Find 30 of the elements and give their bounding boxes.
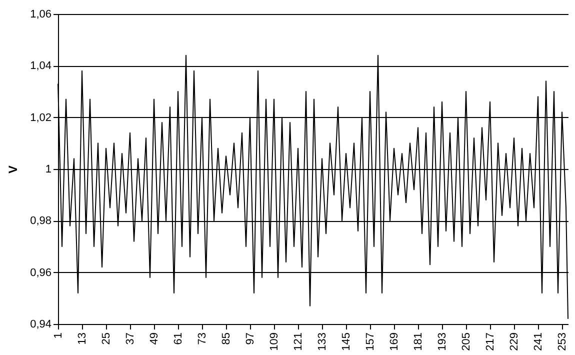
x-tick-label: 49	[148, 332, 160, 345]
x-tick-label: 37	[124, 332, 136, 345]
x-tick-label: 145	[340, 332, 352, 351]
y-tick-label: 1,06	[30, 8, 52, 20]
y-tick-label: 1	[45, 164, 52, 176]
x-tick-label: 25	[100, 332, 112, 345]
x-tick-label: 133	[316, 332, 328, 351]
x-tick-label: 13	[76, 332, 88, 345]
y-tick-label: 1,02	[30, 112, 52, 124]
x-tick-label: 97	[244, 332, 256, 345]
x-tick-label: 61	[172, 332, 184, 345]
x-tick-label: 109	[268, 332, 280, 351]
y-tick-label: 0,98	[30, 215, 52, 228]
y-tick-label: 0,94	[30, 318, 52, 330]
x-tick-label: 1	[52, 332, 64, 339]
x-tick-label: 73	[196, 332, 208, 345]
x-tick-label: 169	[388, 332, 400, 351]
x-tick-label: 121	[292, 332, 304, 351]
y-tick-label: 1,04	[30, 60, 52, 72]
x-tick-label: 85	[220, 332, 232, 345]
y-axis-title: V	[6, 165, 20, 174]
x-tick-label: 253	[556, 332, 568, 351]
y-tick-label: 0,96	[30, 266, 52, 279]
x-tick-label: 217	[484, 332, 496, 351]
x-tick-label: 157	[364, 332, 376, 351]
x-tick-label: 193	[436, 332, 448, 351]
x-tick-label: 229	[508, 332, 520, 351]
x-tick-label: 181	[412, 332, 424, 351]
x-tick-label: 241	[532, 332, 544, 351]
x-tick-label: 205	[460, 332, 472, 351]
